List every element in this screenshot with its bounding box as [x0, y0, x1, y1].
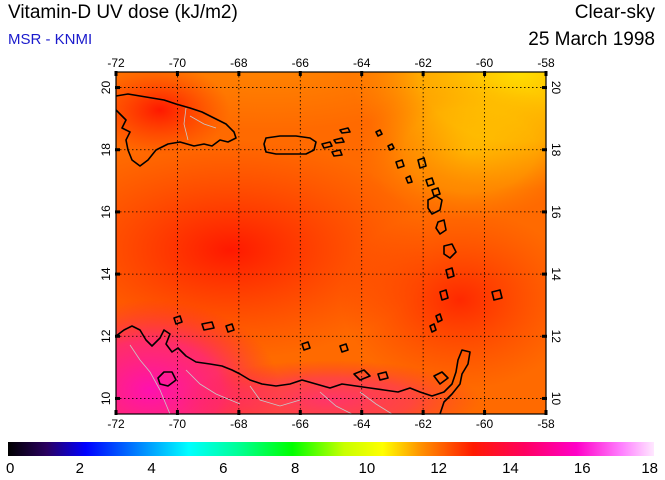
- colorbar-tick-label: 12: [430, 460, 447, 477]
- latitude-label: 10: [549, 392, 563, 406]
- longitude-label: -62: [414, 417, 432, 430]
- colorbar-tick-label: 0: [6, 460, 14, 477]
- latitude-label: 12: [99, 329, 113, 343]
- longitude-label: -66: [292, 417, 310, 430]
- coastlines: [116, 93, 503, 414]
- colorbar-tick-label: 14: [502, 460, 519, 477]
- longitude-label: -70: [169, 56, 187, 70]
- tick-marks: [114, 71, 548, 415]
- hispaniola-coast: [116, 93, 237, 167]
- longitude-label: -66: [292, 56, 310, 70]
- latitude-labels-right: 10 12 14 16 18 20: [549, 81, 563, 406]
- longitude-label: -72: [107, 56, 125, 70]
- longitude-labels-top: -72 -70 -68 -66 -64 -62 -60 -58: [107, 56, 555, 70]
- colorbar-tick-label: 4: [147, 460, 155, 477]
- uv-field: [116, 72, 546, 414]
- latitude-label: 14: [99, 267, 113, 281]
- map-date: 25 March 1998: [528, 29, 655, 50]
- longitude-label: -58: [537, 56, 555, 70]
- longitude-label: -64: [353, 417, 371, 430]
- latitude-label: 10: [99, 391, 113, 405]
- latitude-labels-left: 10 12 14 16 18 20: [99, 81, 113, 406]
- map-source: MSR - KNMI: [8, 31, 93, 48]
- longitude-label: -68: [230, 417, 248, 430]
- colorbar-gradient: [8, 442, 654, 456]
- colorbar-tick-labels: 0 2 4 6 8 10 12 14 16 18: [6, 460, 658, 477]
- latitude-label: 12: [549, 330, 563, 344]
- colorbar-tick-label: 18: [641, 460, 658, 477]
- latitude-label: 14: [549, 267, 563, 281]
- uv-dose-map: -72 -70 -68 -66 -64 -62 -60 -58 -72 -70 -68 -66 -64…: [99, 56, 563, 430]
- longitude-label: -72: [107, 417, 125, 430]
- latitude-label: 16: [549, 205, 563, 219]
- longitude-label: -70: [169, 417, 187, 430]
- colorbar-tick-label: 6: [219, 460, 227, 477]
- puerto-rico-coast: [263, 135, 317, 155]
- colorbar-tick-label: 8: [291, 460, 299, 477]
- longitude-label: -62: [414, 56, 432, 70]
- map-title: Vitamin-D UV dose (kJ/m2): [8, 2, 238, 23]
- colorbar-tick-label: 16: [574, 460, 591, 477]
- colorbar-tick-label: 10: [359, 460, 376, 477]
- longitude-label: -64: [353, 56, 371, 70]
- latitude-label: 20: [549, 81, 563, 95]
- latitude-label: 18: [549, 143, 563, 157]
- longitude-label: -60: [476, 56, 494, 70]
- map-frame: [115, 71, 547, 415]
- colorbar-tick-label: 2: [76, 460, 84, 477]
- longitude-label: -58: [537, 417, 555, 430]
- longitude-label: -68: [230, 56, 248, 70]
- national-borders: [129, 107, 393, 414]
- latitude-label: 16: [99, 205, 113, 219]
- longitude-labels-bottom: -72 -70 -68 -66 -64 -62 -60 -58: [107, 417, 555, 430]
- south-america-coast: [116, 325, 471, 414]
- longitude-label: -60: [476, 417, 494, 430]
- latitude-label: 18: [99, 143, 113, 157]
- latitude-label: 20: [99, 81, 113, 95]
- sky-condition: Clear-sky: [574, 2, 655, 23]
